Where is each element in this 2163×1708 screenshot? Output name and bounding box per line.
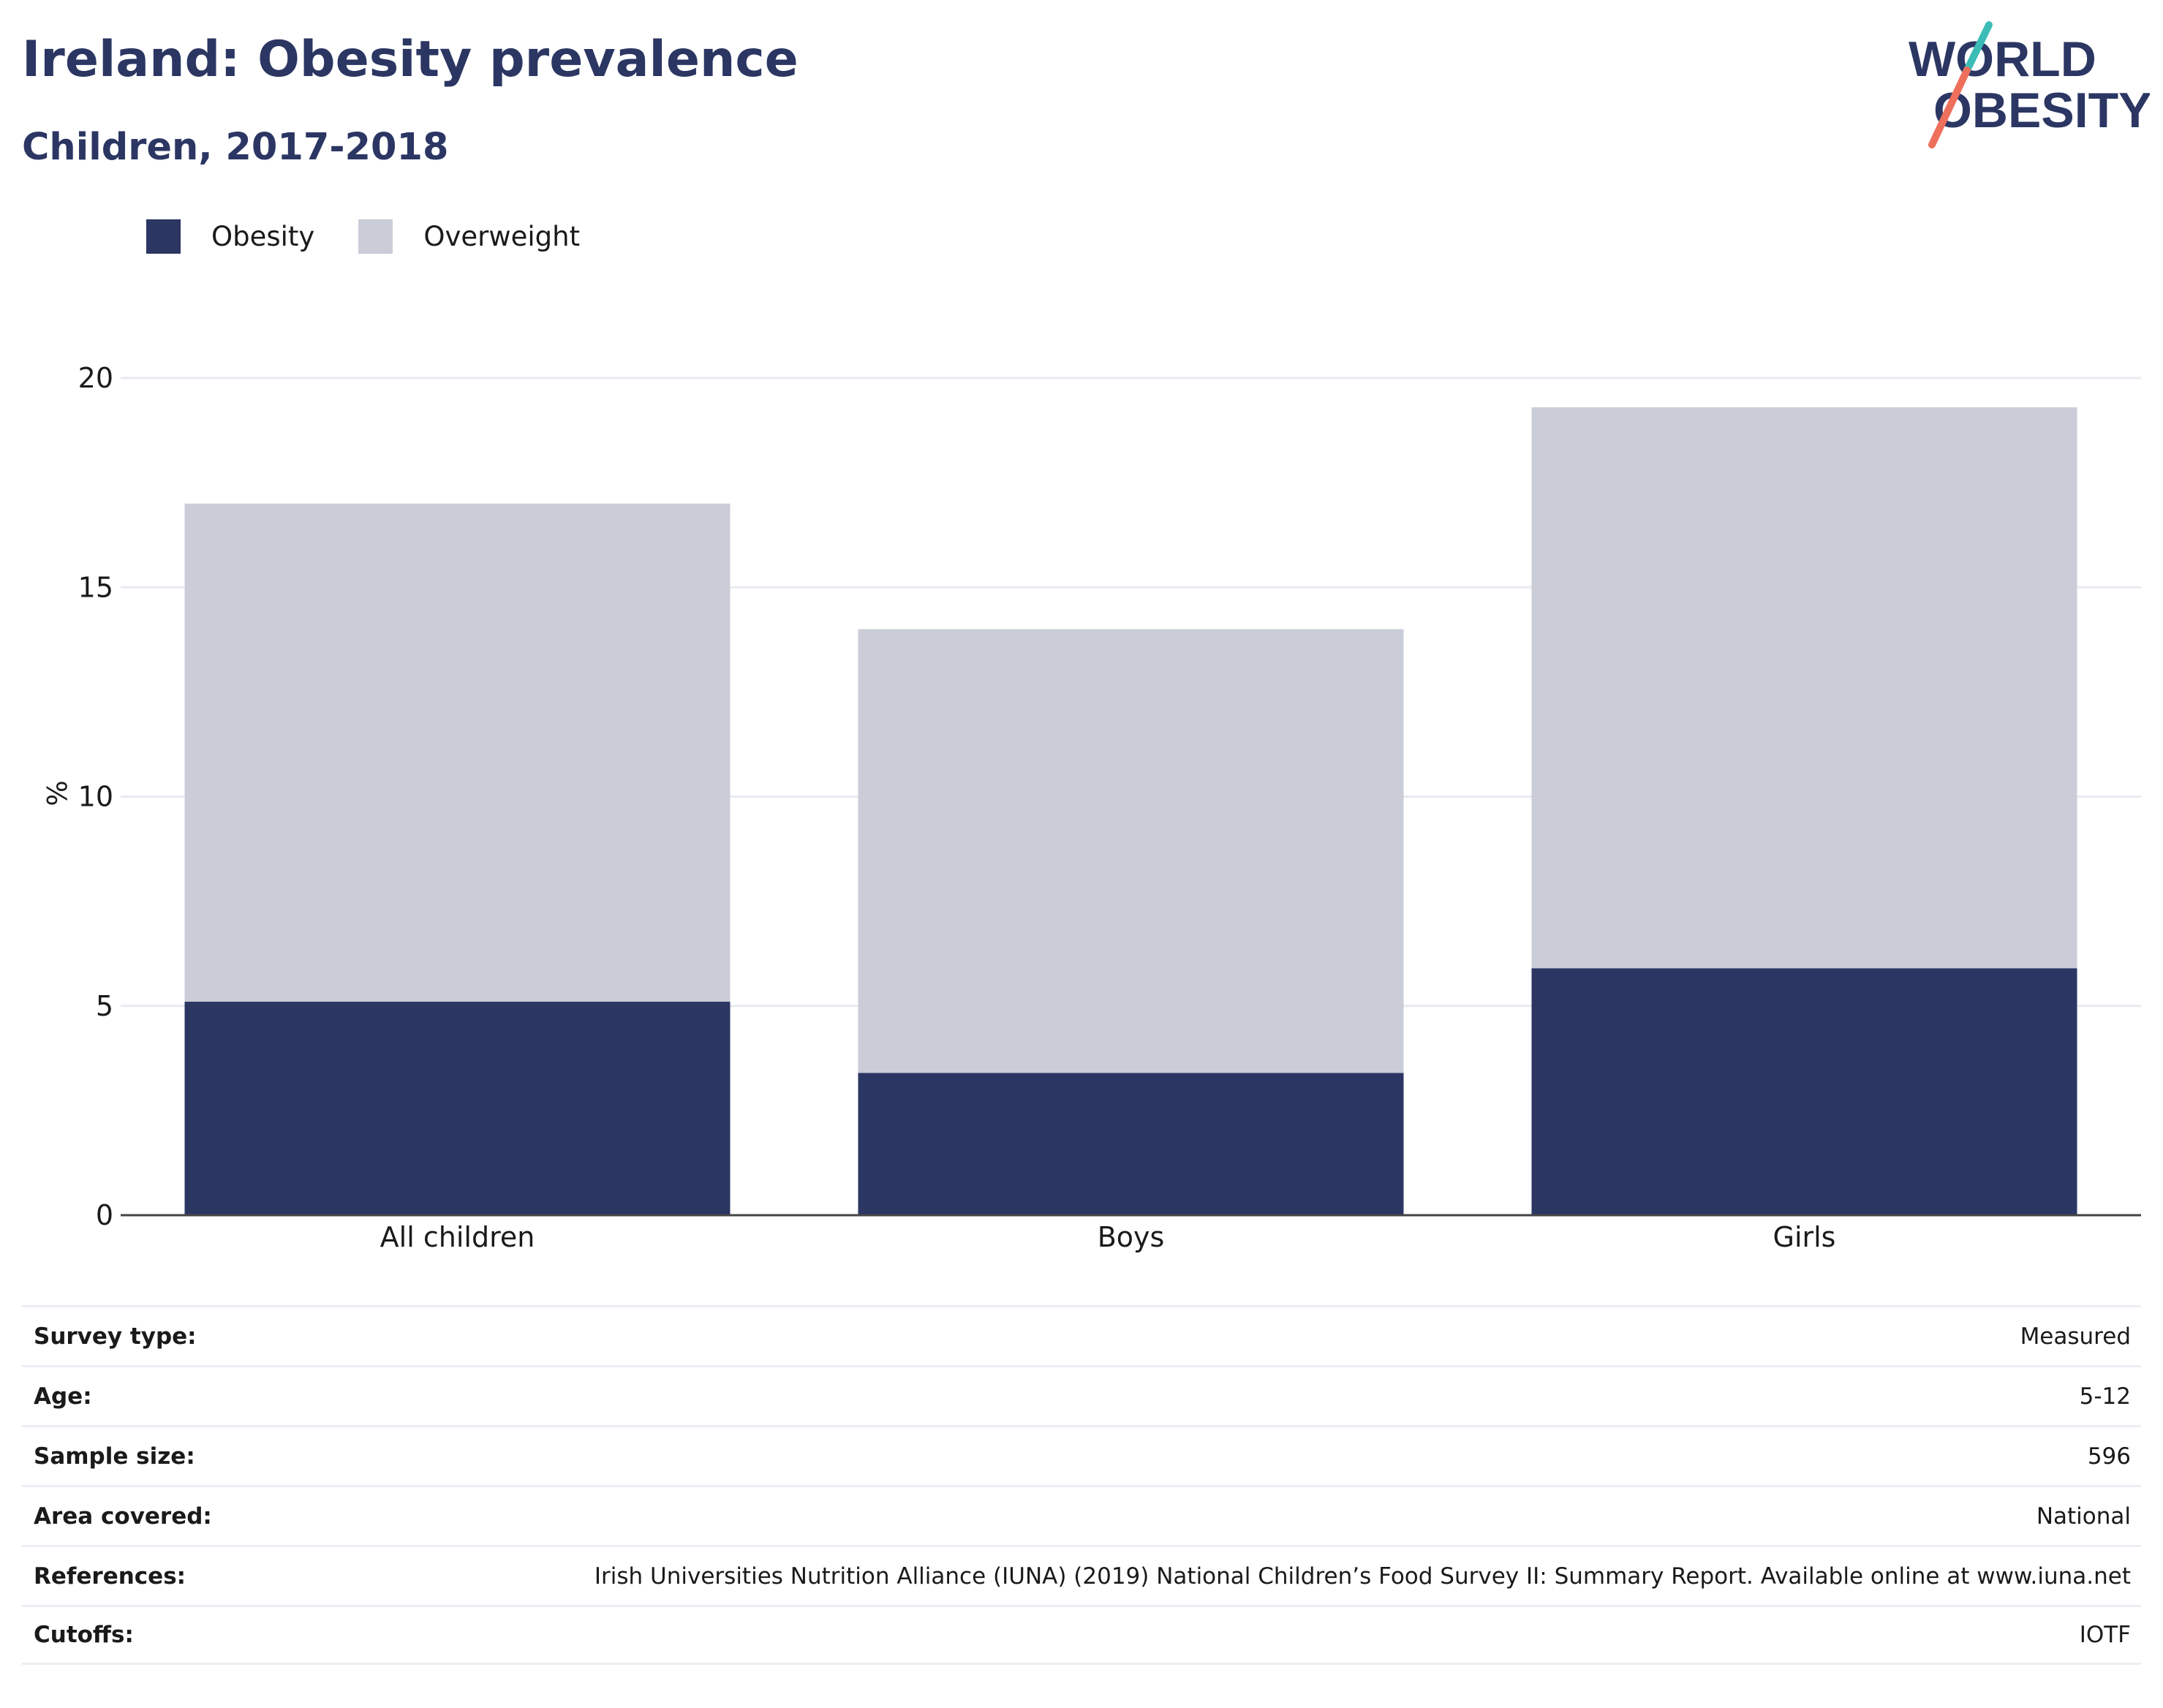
row-key: Age: xyxy=(34,1383,92,1410)
table-row-area-covered: Area covered: National xyxy=(22,1485,2141,1545)
bar-overweight-all-children[interactable] xyxy=(184,503,731,1002)
legend-item-overweight[interactable]: Overweight xyxy=(358,219,580,254)
logo-line-2: OBESITY xyxy=(1933,83,2150,138)
table-row-sample-size: Sample size: 596 xyxy=(22,1425,2141,1485)
bar-obesity-boys[interactable] xyxy=(858,1073,1404,1215)
row-key: Sample size: xyxy=(34,1443,195,1470)
y-tick-label: 10 xyxy=(78,781,113,813)
bar-overweight-girls[interactable] xyxy=(1531,407,2077,969)
survey-info-table: Survey type: Measured Age: 5-12 Sample s… xyxy=(22,1305,2141,1665)
bars xyxy=(184,407,2077,1215)
x-tick-labels: All children Boys Girls xyxy=(380,1221,1836,1253)
table-row-references: References: Irish Universities Nutrition… xyxy=(22,1545,2141,1605)
row-value: Measured xyxy=(2020,1323,2131,1350)
row-value: National xyxy=(2036,1503,2131,1530)
y-tick-label: 5 xyxy=(96,990,113,1022)
table-row-survey-type: Survey type: Measured xyxy=(22,1305,2141,1365)
row-key: Area covered: xyxy=(34,1503,212,1530)
row-value: 5-12 xyxy=(2079,1383,2131,1410)
legend-item-obesity[interactable]: Obesity xyxy=(146,219,314,254)
chart-subtitle: Children, 2017-2018 xyxy=(22,126,449,169)
world-obesity-logo: WORLD OBESITY xyxy=(1909,21,2150,148)
stacked-bar-chart: 0 5 10 15 20 All children Boys Girls % xyxy=(40,362,2141,1253)
row-key: References: xyxy=(34,1562,186,1590)
y-axis-label: % xyxy=(40,780,72,806)
logo-slash-bottom xyxy=(1928,67,1971,148)
legend-swatch-obesity xyxy=(146,219,181,254)
bar-obesity-all-children[interactable] xyxy=(184,1002,731,1215)
row-key: Survey type: xyxy=(34,1323,197,1350)
x-tick-label: All children xyxy=(380,1221,535,1253)
legend: Obesity Overweight xyxy=(146,218,624,254)
logo-slash-top xyxy=(1963,21,1993,74)
table-row-cutoffs: Cutoffs: IOTF xyxy=(22,1605,2141,1665)
row-value[interactable]: Irish Universities Nutrition Alliance (I… xyxy=(594,1562,2131,1590)
bar-overweight-boys[interactable] xyxy=(858,629,1404,1073)
y-tick-labels: 0 5 10 15 20 xyxy=(78,362,113,1231)
x-tick-label: Boys xyxy=(1098,1221,1165,1253)
row-value: IOTF xyxy=(2079,1622,2131,1648)
legend-label-overweight: Overweight xyxy=(423,220,581,252)
logo-line-1: WORLD xyxy=(1909,31,2096,87)
table-row-age: Age: 5-12 xyxy=(22,1365,2141,1425)
row-key: Cutoffs: xyxy=(34,1622,134,1648)
legend-swatch-overweight xyxy=(358,219,393,254)
chart-title: Ireland: Obesity prevalence xyxy=(22,31,799,88)
y-tick-label: 0 xyxy=(96,1199,113,1231)
legend-label-obesity: Obesity xyxy=(211,220,315,252)
x-tick-label: Girls xyxy=(1773,1221,1836,1253)
y-tick-label: 15 xyxy=(78,571,113,603)
y-tick-label: 20 xyxy=(78,362,113,394)
row-value: 596 xyxy=(2087,1443,2131,1470)
bar-obesity-girls[interactable] xyxy=(1531,968,2077,1215)
